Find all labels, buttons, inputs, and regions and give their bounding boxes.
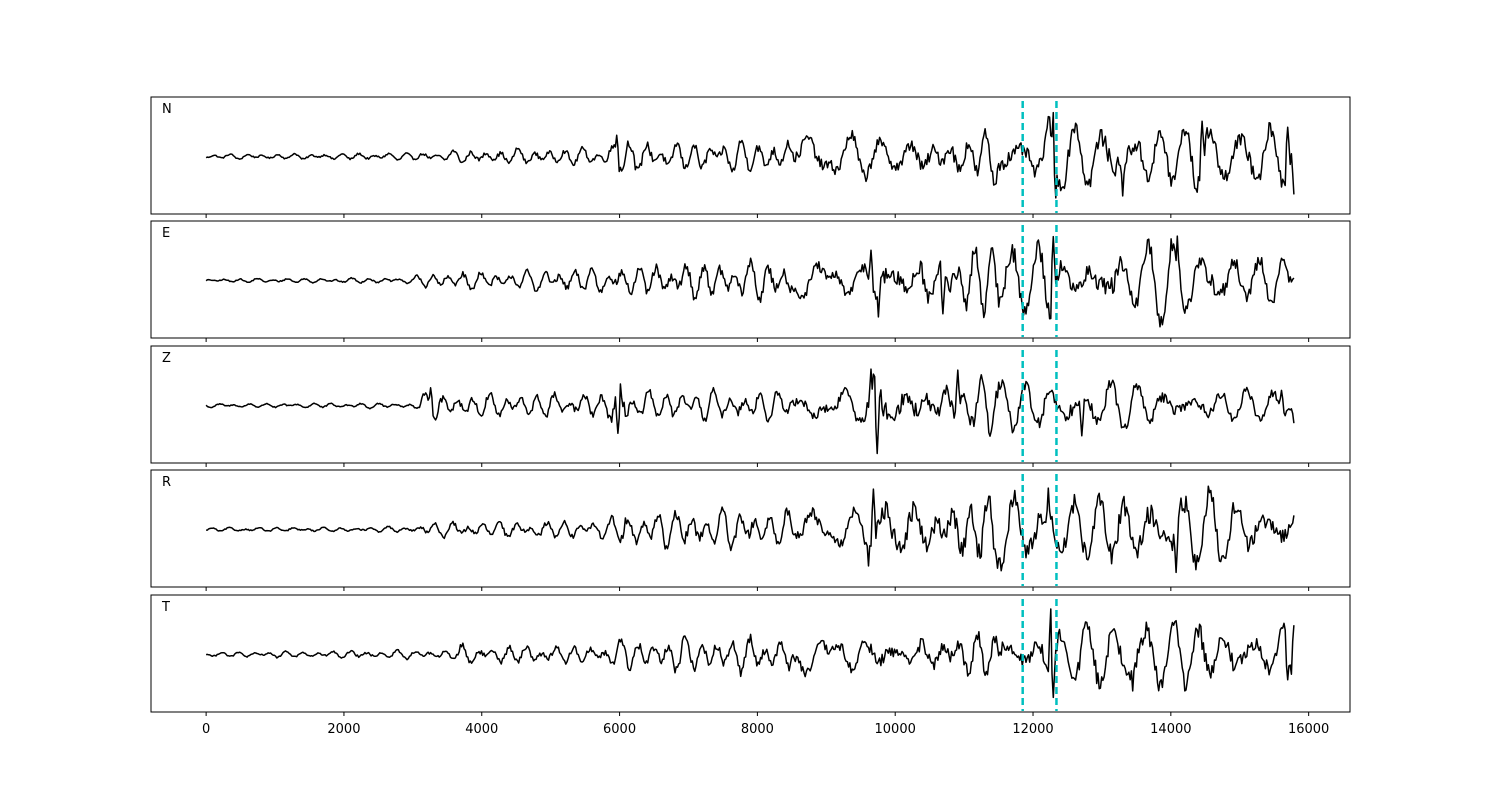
trace-line-e	[205, 235, 1295, 328]
trace-panel-z: Z	[150, 345, 1351, 467]
trace-line-z	[205, 368, 1295, 455]
x-tick-label: 12000	[1012, 722, 1053, 737]
panel-frame	[150, 594, 1351, 713]
channel-label-e: E	[162, 226, 170, 241]
trace-panel-e: E	[150, 220, 1351, 342]
x-axis: 0 2000 4000 6000 8000 10000 12000 14000 16000	[202, 722, 1329, 737]
panel-frame	[150, 96, 1351, 215]
trace-panel-t: T	[150, 594, 1351, 716]
panel-frame	[150, 345, 1351, 464]
x-tick-label: 10000	[875, 722, 916, 737]
channel-label-r: R	[162, 475, 171, 490]
trace-panels: N E Z R T	[150, 96, 1351, 716]
panel-frame	[150, 469, 1351, 588]
panel-frame	[150, 220, 1351, 339]
x-tick-label: 2000	[327, 722, 360, 737]
x-tick-label: 16000	[1288, 722, 1329, 737]
x-tick-label: 6000	[603, 722, 636, 737]
channel-label-t: T	[161, 600, 170, 615]
trace-panel-r: R	[150, 469, 1351, 591]
trace-line-n	[205, 111, 1295, 199]
trace-line-r	[206, 485, 1295, 574]
channel-label-z: Z	[162, 351, 171, 366]
trace-panel-n: N	[150, 96, 1351, 218]
channel-label-n: N	[162, 102, 172, 117]
x-tick-label: 14000	[1150, 722, 1191, 737]
x-tick-label: 8000	[741, 722, 774, 737]
trace-line-t	[205, 608, 1295, 699]
x-tick-label: 0	[202, 722, 210, 737]
x-tick-label: 4000	[465, 722, 498, 737]
